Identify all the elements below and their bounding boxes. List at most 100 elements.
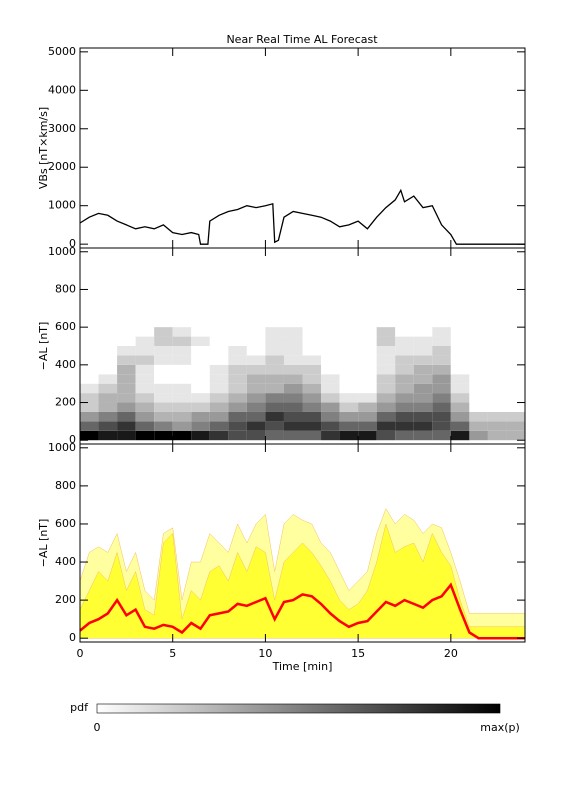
- pdf-cell: [98, 383, 118, 394]
- pdf-cell: [450, 355, 470, 365]
- y-tick-label: 400: [55, 358, 76, 371]
- pdf-cell: [302, 430, 322, 441]
- pdf-cell: [376, 355, 396, 365]
- pdf-cell: [98, 430, 118, 441]
- pdf-cell: [506, 327, 525, 337]
- pdf-cell: [265, 421, 284, 431]
- pdf-cell: [395, 374, 414, 384]
- pdf-cell: [321, 393, 340, 403]
- pdf-cell: [376, 364, 396, 375]
- pdf-cell: [246, 336, 266, 346]
- pdf-cell: [172, 346, 192, 356]
- pdf-cell: [209, 430, 229, 441]
- pdf-cell: [154, 355, 173, 365]
- x-tick-label: 5: [169, 647, 176, 660]
- chart-title: Near Real Time AL Forecast: [226, 33, 378, 46]
- pdf-cell: [80, 364, 99, 375]
- pdf-cell: [302, 327, 322, 337]
- pdf-cell: [395, 383, 414, 394]
- pdf-cell: [98, 393, 118, 403]
- y-tick-label: 2000: [48, 160, 76, 173]
- pdf-cell: [450, 402, 470, 412]
- pdf-cell: [506, 430, 525, 441]
- pdf-cell: [450, 336, 470, 346]
- pdf-cell: [283, 402, 303, 412]
- pdf-cell: [117, 430, 136, 441]
- pdf-cell: [98, 411, 118, 422]
- pdf-cell: [506, 346, 525, 356]
- pdf-cell: [506, 411, 525, 422]
- pdf-cell: [395, 336, 414, 346]
- pdf-cell: [358, 411, 377, 422]
- pdf-cell: [506, 374, 525, 384]
- pdf-cell: [172, 393, 192, 403]
- pdf-cell: [135, 374, 155, 384]
- pdf-cell: [172, 336, 192, 346]
- pdf-cell: [413, 430, 433, 441]
- pdf-cell: [339, 355, 359, 365]
- pdf-cell: [432, 327, 451, 337]
- y-tick-label: 400: [55, 555, 76, 568]
- pdf-cell: [469, 430, 488, 441]
- pdf-cell: [154, 421, 173, 431]
- pdf-cell: [450, 383, 470, 394]
- pdf-cell: [302, 411, 322, 422]
- pdf-cell: [302, 364, 322, 375]
- y-axis-label: −AL [nT]: [37, 322, 50, 371]
- pdf-cell: [135, 327, 155, 337]
- pdf-cell: [191, 421, 210, 431]
- pdf-cell: [339, 383, 359, 394]
- pdf-cell: [395, 421, 414, 431]
- pdf-cell: [98, 327, 118, 337]
- pdf-cell: [117, 336, 136, 346]
- pdf-cell: [450, 393, 470, 403]
- x-tick-label: 10: [258, 647, 272, 660]
- pdf-cell: [506, 355, 525, 365]
- pdf-cell: [358, 430, 377, 441]
- pdf-cell: [321, 421, 340, 431]
- pdf-cell: [172, 411, 192, 422]
- pdf-cell: [265, 355, 284, 365]
- pdf-cell: [487, 336, 507, 346]
- pdf-cell: [358, 355, 377, 365]
- pdf-cell: [246, 383, 266, 394]
- pdf-cell: [209, 346, 229, 356]
- pdf-cell: [432, 336, 451, 346]
- pdf-cell: [154, 393, 173, 403]
- pdf-cell: [117, 393, 136, 403]
- pdf-cell: [80, 393, 99, 403]
- pdf-cell: [154, 327, 173, 337]
- pdf-cell: [283, 327, 303, 337]
- pdf-cell: [283, 346, 303, 356]
- pdf-cell: [321, 374, 340, 384]
- pdf-cell: [339, 393, 359, 403]
- pdf-cell: [469, 346, 488, 356]
- pdf-cell: [98, 336, 118, 346]
- pdf-cell: [172, 421, 192, 431]
- pdf-cell: [283, 421, 303, 431]
- pdf-cell: [413, 336, 433, 346]
- pdf-cell: [376, 393, 396, 403]
- pdf-cell: [413, 374, 433, 384]
- pdf-cell: [487, 430, 507, 441]
- pdf-cell: [209, 402, 229, 412]
- pdf-cell: [265, 374, 284, 384]
- pdf-cell: [469, 393, 488, 403]
- pdf-cell: [413, 346, 433, 356]
- pdf-cell: [321, 383, 340, 394]
- x-tick-label: 0: [77, 647, 84, 660]
- pdf-cell: [450, 327, 470, 337]
- y-tick-label: 0: [69, 631, 76, 644]
- x-tick-label: 20: [444, 647, 458, 660]
- pdf-cell: [98, 402, 118, 412]
- pdf-cell: [432, 421, 451, 431]
- pdf-cell: [487, 393, 507, 403]
- pdf-cell: [376, 421, 396, 431]
- pdf-cell: [339, 374, 359, 384]
- pdf-cell: [117, 346, 136, 356]
- pdf-cell: [469, 383, 488, 394]
- y-tick-label: 600: [55, 517, 76, 530]
- y-tick-label: 3000: [48, 122, 76, 135]
- pdf-cell: [265, 393, 284, 403]
- pdf-cell: [302, 402, 322, 412]
